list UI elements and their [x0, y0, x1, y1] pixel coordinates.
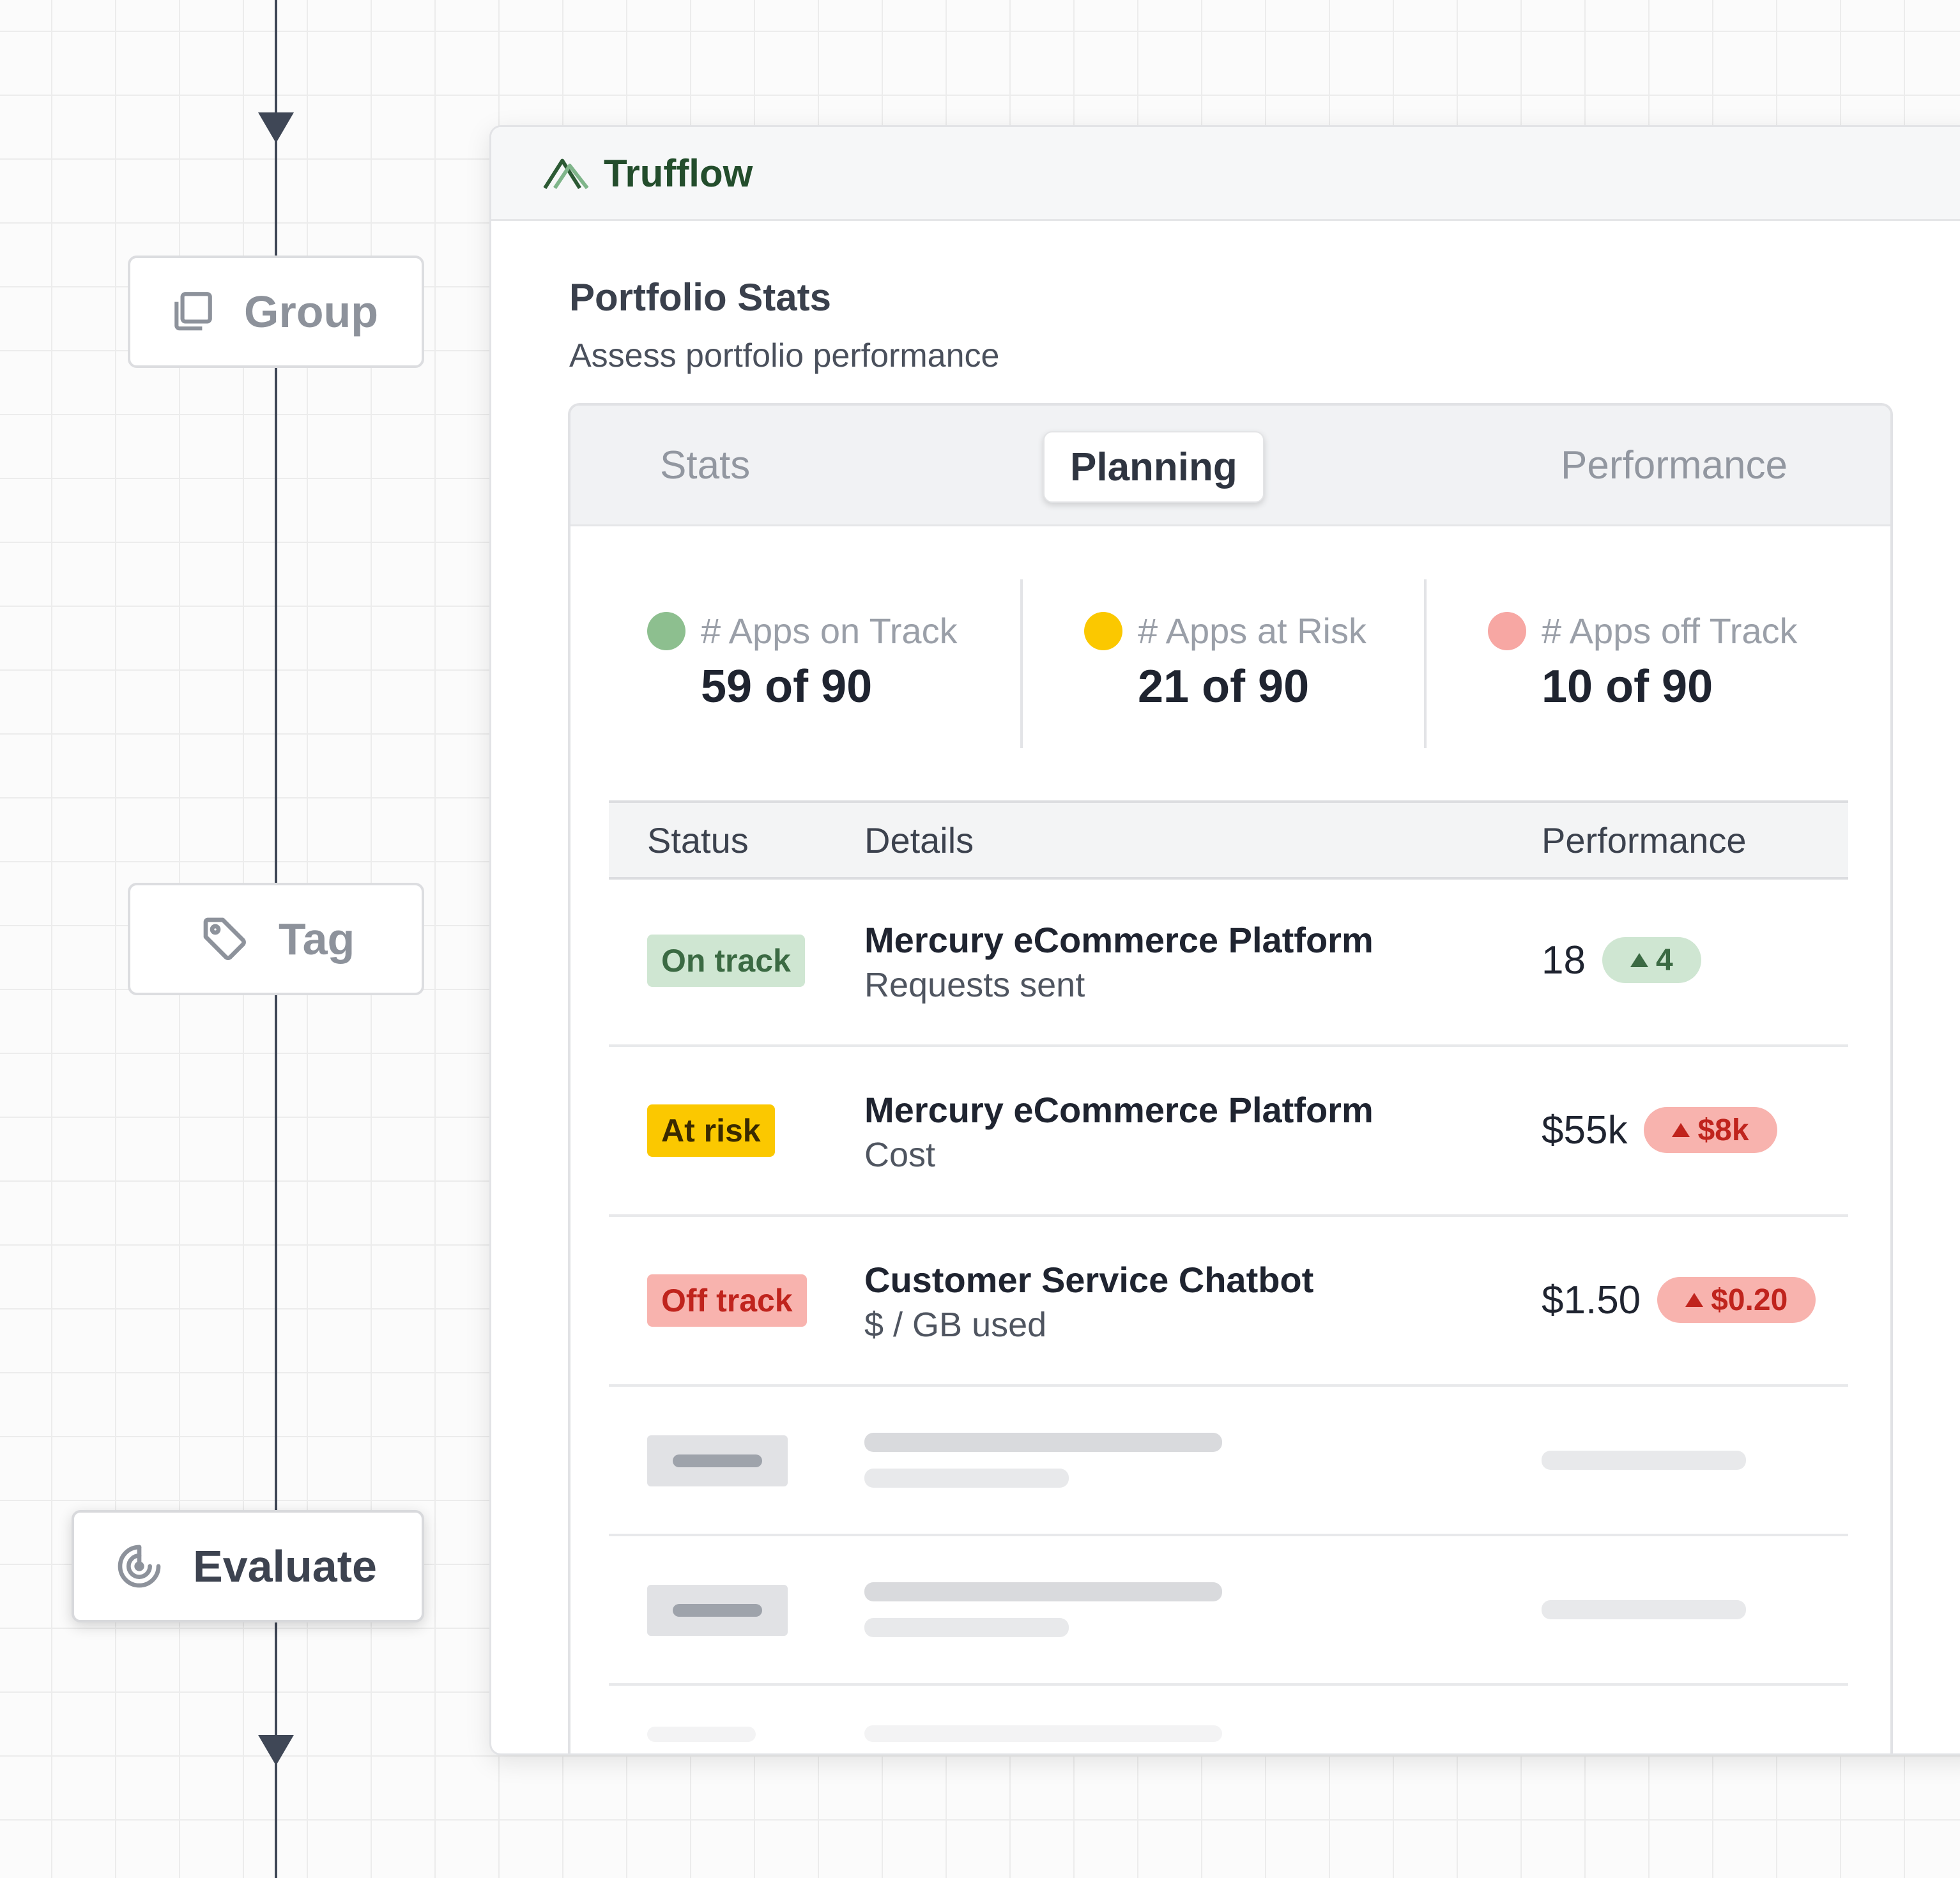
kpi-at-risk: # Apps at Risk 21 of 90 — [1084, 610, 1367, 713]
status-dot-red — [1488, 611, 1526, 650]
tab-bar: Stats Planning Performance — [570, 406, 1890, 526]
skeleton-bar — [864, 1582, 1222, 1601]
skeleton-bar — [647, 1727, 756, 1742]
flow-node-evaluate[interactable]: Evaluate — [72, 1510, 424, 1622]
kpi-divider — [1020, 579, 1023, 748]
tab-stats[interactable]: Stats — [660, 443, 751, 487]
kpi-value: 21 of 90 — [1138, 661, 1310, 712]
kpi-divider — [1424, 579, 1427, 748]
status-badge-at-risk: At risk — [647, 1104, 775, 1157]
table-row[interactable]: At risk Mercury eCommerce Platform Cost … — [609, 1047, 1848, 1217]
skeleton-bar — [864, 1725, 1222, 1742]
skeleton-bar — [1542, 1600, 1746, 1619]
skeleton-bar — [1542, 1451, 1746, 1470]
kpi-label: # Apps on Track — [701, 611, 958, 651]
row-performance: $1.50 $0.20 — [1542, 1277, 1816, 1323]
brand-name: Trufflow — [604, 151, 753, 195]
delta-badge-up: $8k — [1644, 1107, 1777, 1153]
kpi-value: 10 of 90 — [1542, 661, 1713, 712]
trufflow-logo-icon — [543, 158, 589, 190]
delta-badge-up: 4 — [1602, 937, 1701, 983]
delta-badge-up: $0.20 — [1657, 1277, 1816, 1323]
delta-value: 4 — [1655, 943, 1673, 977]
performance-value: $1.50 — [1542, 1278, 1641, 1322]
kpi-value: 59 of 90 — [701, 661, 873, 712]
row-performance: 18 4 — [1542, 937, 1701, 983]
column-header-status[interactable]: Status — [647, 820, 749, 860]
table-row[interactable]: Off track Customer Service Chatbot $ / G… — [609, 1217, 1848, 1387]
flow-node-group-label: Group — [244, 287, 378, 337]
status-badge-off-track: Off track — [647, 1274, 807, 1327]
status-dot-green — [647, 611, 685, 650]
skeleton-badge — [647, 1435, 788, 1486]
skeleton-bar — [673, 1454, 762, 1467]
row-metric: $ / GB used — [864, 1306, 1047, 1344]
kpi-label: # Apps at Risk — [1138, 611, 1367, 651]
tab-planning[interactable]: Planning — [1043, 431, 1264, 503]
app-header: Trufflow — [491, 127, 1960, 221]
table-row[interactable]: On track Mercury eCommerce Platform Requ… — [609, 877, 1848, 1047]
flow-node-evaluate-label: Evaluate — [193, 1541, 377, 1591]
row-metric: Requests sent — [864, 966, 1085, 1004]
stats-card: Stats Planning Performance # Apps on Tra… — [568, 403, 1893, 1753]
kpi-off-track: # Apps off Track 10 of 90 — [1488, 610, 1798, 713]
kpi-label: # Apps off Track — [1542, 611, 1798, 651]
status-dot-yellow — [1084, 611, 1122, 650]
row-title: Customer Service Chatbot — [864, 1260, 1314, 1300]
skeleton-badge — [647, 1585, 788, 1636]
tab-performance[interactable]: Performance — [1561, 443, 1788, 487]
flow-node-group[interactable]: Group — [128, 256, 424, 368]
flow-node-tag[interactable]: Tag — [128, 883, 424, 995]
page-title: Portfolio Stats — [569, 276, 832, 319]
kpi-on-track: # Apps on Track 59 of 90 — [647, 610, 958, 713]
skeleton-bar — [864, 1469, 1069, 1488]
row-metric: Cost — [864, 1136, 936, 1174]
performance-value: 18 — [1542, 938, 1586, 982]
status-badge-on-track: On track — [647, 935, 805, 987]
row-title: Mercury eCommerce Platform — [864, 920, 1374, 960]
group-icon — [174, 292, 212, 331]
skeleton-bar — [864, 1433, 1222, 1452]
skeleton-bar — [673, 1604, 762, 1617]
page-subtitle: Assess portfolio performance — [569, 337, 1000, 374]
tag-icon — [203, 917, 246, 960]
row-performance: $55k $8k — [1542, 1107, 1777, 1153]
delta-value: $8k — [1697, 1113, 1749, 1147]
app-panel: Trufflow Portfolio Stats Assess portfoli… — [489, 125, 1960, 1755]
flow-arrow-bottom — [258, 1735, 294, 1766]
column-header-performance[interactable]: Performance — [1542, 820, 1747, 860]
delta-value: $0.20 — [1711, 1283, 1788, 1317]
arrow-up-icon — [1685, 1293, 1704, 1307]
arrow-up-icon — [1630, 953, 1648, 967]
skeleton-row — [609, 1387, 1848, 1536]
row-title: Mercury eCommerce Platform — [864, 1090, 1374, 1130]
column-header-details[interactable]: Details — [864, 820, 974, 860]
arrow-up-icon — [1672, 1123, 1690, 1137]
table-header: Status Details Performance — [609, 800, 1848, 880]
target-icon — [118, 1545, 161, 1588]
performance-value: $55k — [1542, 1108, 1628, 1152]
flow-arrow-top — [258, 112, 294, 143]
skeleton-bar — [864, 1618, 1069, 1637]
flow-node-tag-label: Tag — [279, 914, 355, 964]
skeleton-row — [609, 1536, 1848, 1686]
